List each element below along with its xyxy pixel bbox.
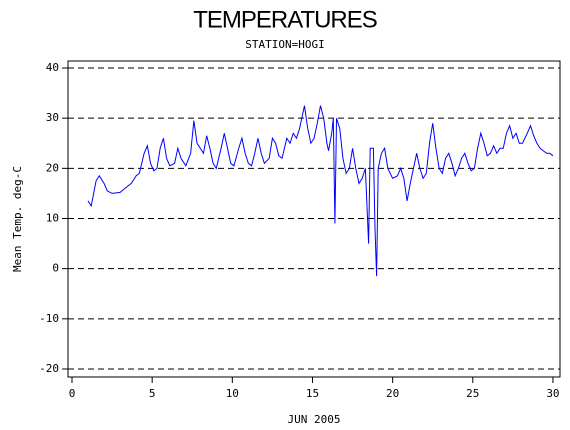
plot-frame: [67, 60, 561, 378]
y-tick-label: 0: [52, 262, 59, 275]
y-tick-label: -10: [39, 312, 59, 325]
y-axis-label: Mean Temp. deg-C: [11, 166, 24, 272]
data-line: [87, 105, 554, 277]
chart-subtitle: STATION=HOGI: [245, 38, 324, 51]
y-tick-label: -20: [39, 362, 59, 375]
x-tick-label: 25: [466, 387, 479, 400]
chart-title: TEMPERATURES: [193, 6, 377, 33]
x-tick-label: 5: [149, 387, 156, 400]
y-tick-label: 20: [46, 161, 59, 174]
x-tick-label: 15: [306, 387, 319, 400]
y-tick-label: 10: [46, 211, 59, 224]
y-tick-label: 40: [46, 61, 59, 74]
x-tick-label: 10: [226, 387, 239, 400]
x-tick-label: 0: [69, 387, 76, 400]
x-tick-label: 30: [546, 387, 559, 400]
x-axis-label: JUN 2005: [288, 413, 341, 426]
x-tick-label: 20: [386, 387, 399, 400]
y-tick-label: 30: [46, 111, 59, 124]
